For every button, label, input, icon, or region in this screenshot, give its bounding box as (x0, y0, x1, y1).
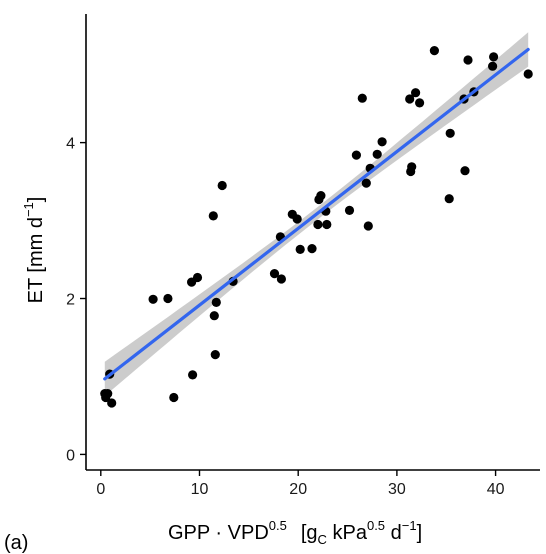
data-point-8 (169, 392, 179, 403)
data-point-27 (316, 191, 326, 201)
data-point-42 (415, 98, 425, 108)
data-point-33 (361, 178, 371, 188)
data-point-25 (313, 219, 323, 230)
data-point-10 (188, 370, 198, 380)
data-point-48 (463, 55, 473, 65)
data-point-3 (103, 389, 113, 399)
x-tick-label-40: 40 (487, 481, 505, 498)
y-axis-title: ET [mm d−1] (21, 197, 47, 304)
axis-ticks: 0 10 20 30 40 0 2 4 (66, 136, 504, 498)
data-point-29 (322, 219, 332, 230)
data-point-41 (411, 88, 421, 98)
data-point-23 (295, 244, 305, 254)
data-point-37 (377, 137, 387, 147)
data-point-24 (307, 244, 317, 254)
data-point-22 (292, 214, 302, 224)
data-point-36 (372, 149, 382, 159)
data-point-52 (523, 69, 533, 79)
y-tick-label-0: 0 (66, 447, 75, 464)
data-point-38 (405, 94, 415, 104)
data-point-47 (460, 166, 470, 176)
x-tick-label-30: 30 (388, 481, 406, 498)
x-axis-title: GPP · VPD0.5 [gC kPa0.5 d−1] (168, 518, 422, 547)
data-point-14 (210, 350, 220, 360)
data-point-32 (357, 93, 367, 103)
regression-line (103, 47, 530, 381)
x-tick-label-10: 10 (191, 481, 209, 498)
data-point-6 (148, 294, 158, 304)
data-point-43 (429, 46, 439, 56)
data-point-44 (444, 194, 454, 204)
x-tick-label-20: 20 (289, 481, 307, 498)
data-point-31 (351, 150, 361, 160)
data-point-20 (276, 274, 286, 284)
data-point-5 (107, 398, 117, 408)
data-point-15 (211, 297, 221, 307)
data-point-50 (488, 61, 498, 71)
y-tick-label-2: 2 (66, 292, 75, 309)
data-point-40 (407, 162, 417, 172)
data-point-12 (208, 211, 218, 221)
x-tick-label-0: 0 (96, 481, 105, 498)
data-point-7 (163, 293, 173, 304)
data-point-18 (269, 269, 280, 279)
data-point-45 (445, 128, 455, 138)
data-point-30 (344, 205, 355, 215)
data-point-11 (192, 272, 203, 283)
data-point-16 (217, 180, 227, 191)
y-tick-label-4: 4 (66, 136, 75, 153)
panel-label: (a) (4, 532, 28, 554)
data-point-13 (209, 311, 219, 321)
plot-area (100, 32, 533, 408)
data-point-51 (489, 52, 499, 62)
data-point-34 (363, 221, 373, 231)
